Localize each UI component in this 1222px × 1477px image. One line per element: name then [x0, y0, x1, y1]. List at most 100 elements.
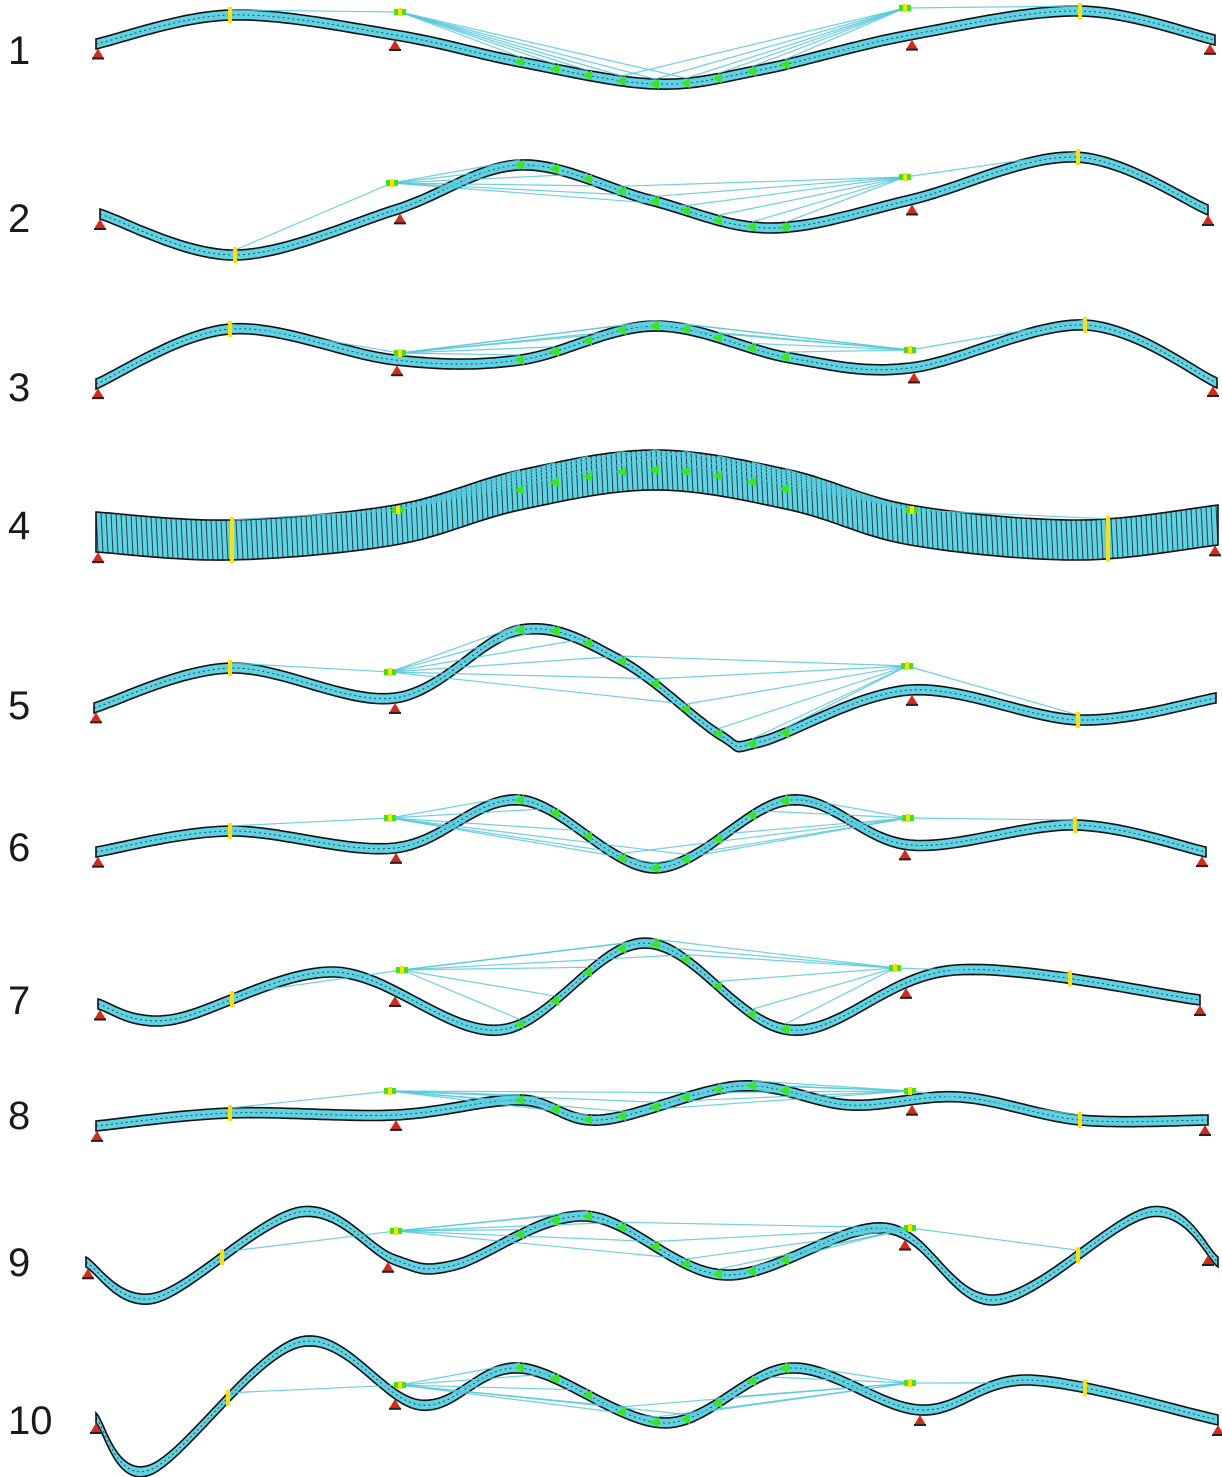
- stay-cable: [389, 671, 656, 680]
- mesh-line: [935, 509, 939, 550]
- tower-top-marker: [394, 1227, 398, 1235]
- mesh-line: [95, 324, 1218, 385]
- stay-cable: [399, 1384, 656, 1418]
- mesh-line: [770, 465, 774, 506]
- mesh-line: [240, 519, 244, 560]
- pylon-marker: [228, 7, 232, 23]
- mesh-line: [1035, 518, 1039, 559]
- support-base: [1207, 395, 1219, 398]
- mesh-line: [295, 516, 299, 557]
- mesh-line: [525, 468, 529, 509]
- pylon-marker: [1106, 515, 1110, 562]
- mesh-line: [890, 501, 894, 542]
- tower-top-marker: [400, 966, 404, 974]
- stay-cable: [229, 662, 391, 673]
- cable-anchor-marker: [549, 996, 559, 1007]
- stay-cable: [904, 151, 1079, 178]
- stay-cable: [717, 967, 896, 982]
- mesh-line: [1180, 510, 1184, 551]
- mesh-line: [390, 505, 394, 546]
- support-base: [389, 1407, 401, 1410]
- cable-anchor-marker: [582, 831, 592, 842]
- mesh-line: [605, 453, 609, 494]
- stay-cable: [685, 323, 911, 351]
- stay-cable: [784, 665, 908, 729]
- cable-anchor-marker: [649, 678, 659, 689]
- cable-anchor-marker: [514, 1019, 524, 1030]
- cable-anchor-marker: [746, 1080, 756, 1091]
- cable-anchor-marker: [746, 476, 756, 487]
- mesh-line: [950, 511, 954, 552]
- stay-cable: [227, 1384, 401, 1394]
- mesh-line: [320, 514, 324, 555]
- cable-anchor-marker: [779, 1363, 789, 1374]
- cable-anchor-marker: [779, 795, 789, 806]
- support-icon: [92, 48, 104, 59]
- cable-anchor-marker: [514, 1229, 524, 1240]
- cable-anchor-marker: [779, 1024, 789, 1035]
- cable-anchor-marker: [712, 215, 722, 226]
- support-icon: [899, 1239, 911, 1250]
- cable-anchor-marker: [712, 332, 722, 343]
- tower-top-marker: [396, 506, 400, 514]
- stay-cable: [621, 7, 906, 77]
- mesh-line: [530, 467, 534, 508]
- mesh-line: [790, 470, 794, 511]
- mode-label: 9: [8, 1241, 30, 1285]
- stay-cable: [399, 1372, 556, 1386]
- support-base: [94, 1018, 106, 1021]
- mesh-line: [270, 518, 274, 559]
- mesh-line: [595, 455, 599, 496]
- mode-label: 5: [8, 684, 30, 728]
- mesh-line: [920, 506, 924, 547]
- stay-cable: [621, 817, 909, 854]
- mesh-line: [885, 499, 889, 540]
- stay-cable: [397, 449, 656, 511]
- stay-cable: [389, 794, 521, 819]
- mesh-line: [1025, 518, 1029, 559]
- cable-anchor-marker: [746, 738, 756, 749]
- tower-top-marker: [903, 4, 907, 12]
- mesh-line: [985, 514, 989, 556]
- cable-anchor-marker: [616, 75, 626, 86]
- support-icon: [1194, 1005, 1206, 1015]
- stay-cable: [389, 807, 556, 819]
- stay-cable: [685, 817, 909, 856]
- tower-top-marker: [908, 346, 912, 354]
- mesh-line: [1080, 519, 1084, 560]
- tower-top-marker: [910, 506, 914, 514]
- cable-anchor-marker: [549, 346, 559, 357]
- mesh-line: [135, 515, 139, 556]
- cable-anchor-marker: [680, 78, 690, 89]
- cable-anchor-marker: [549, 808, 559, 819]
- support-base: [382, 1270, 394, 1273]
- mesh-line: [1170, 511, 1174, 552]
- mesh-line: [315, 514, 319, 555]
- pylon-marker: [1076, 149, 1080, 166]
- mesh-line: [345, 511, 349, 552]
- cable-anchor-marker: [649, 1102, 659, 1113]
- tower-top-marker: [398, 8, 402, 16]
- stay-cable: [904, 5, 1081, 9]
- mesh-line: [775, 466, 779, 507]
- cable-anchor-marker: [549, 626, 559, 637]
- stay-cable: [784, 795, 909, 819]
- mesh-line: [410, 501, 414, 542]
- stay-cable: [389, 637, 589, 673]
- mesh-line: [1050, 519, 1054, 560]
- mesh-line: [880, 498, 884, 539]
- mesh-line: [1125, 517, 1129, 558]
- stay-cable: [906, 665, 1079, 716]
- deck-mesh: [95, 5, 1216, 91]
- support-base: [92, 397, 104, 400]
- mesh-line: [100, 512, 104, 553]
- mesh-line: [1160, 513, 1164, 554]
- stay-cable: [654, 176, 906, 197]
- mesh-line: [1065, 519, 1069, 560]
- support-base: [1196, 865, 1208, 868]
- mesh-line: [730, 457, 734, 498]
- stay-cable: [397, 455, 589, 511]
- support-base: [1202, 1264, 1214, 1267]
- mesh-line: [1130, 516, 1134, 557]
- cable-anchor-marker: [514, 355, 524, 365]
